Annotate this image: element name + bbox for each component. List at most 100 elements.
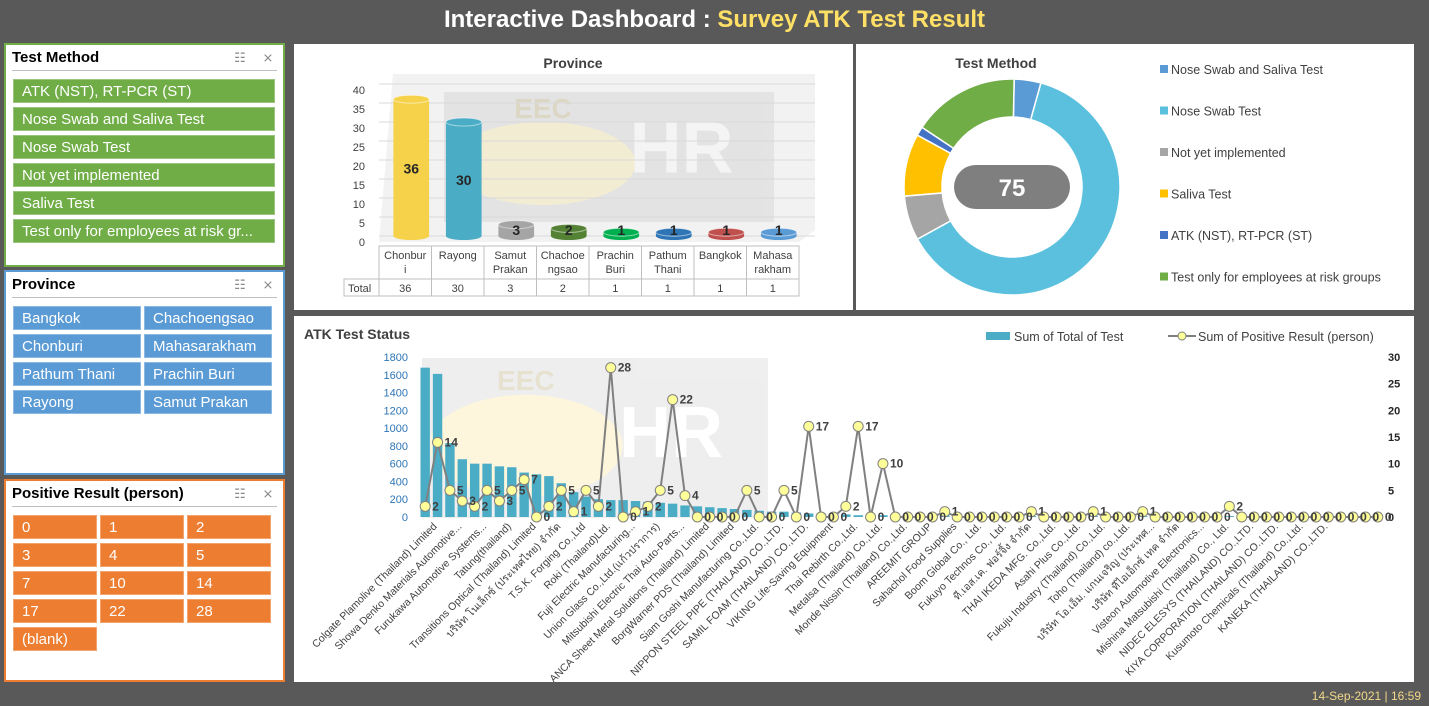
slicer-item[interactable]: Saliva Test [13,191,275,215]
positive-point-label: 0 [1125,510,1132,524]
positive-point-label: 0 [1063,510,1070,524]
legend-swatch [1160,272,1168,281]
slicer-item[interactable]: 4 [100,543,184,567]
watermark-globe [450,121,636,206]
slicer-item[interactable]: 2 [187,515,271,539]
atk-bar [667,503,678,517]
table-value: 36 [399,283,411,295]
slicer-item[interactable]: 22 [100,599,184,623]
province-bar-top [655,227,693,237]
positive-point [432,436,444,448]
province-chart: Province EEC HR 0 5 10 15 20 25 30 35 40 36 30 3 2 1 1 1 1 T… [343,55,815,297]
atk-status-chart: ATK Test Status Sum of Total of Test Sum o… [304,326,1400,685]
positive-point-label: 0 [544,510,551,524]
slicer-item[interactable]: Nose Swab Test [13,135,275,159]
positive-point-label: 3 [506,494,513,508]
positive-point [654,484,666,496]
y-left-tick-label: 200 [390,494,408,506]
slicer-item[interactable]: 1 [100,515,184,539]
multi-select-icon[interactable]: ☷ [234,485,246,501]
slicer-item[interactable]: (blank) [13,627,97,651]
province-bar-value-label: 30 [456,172,472,188]
multi-select-icon[interactable]: ☷ [234,276,246,292]
province-bar-base [550,232,587,240]
slicer-item[interactable]: 0 [13,515,97,539]
center-badge [954,165,1070,209]
positive-point-label: 0 [1026,510,1033,524]
positive-point [1174,511,1186,523]
province-bar-value-label: 1 [617,222,625,238]
legend-label: Nose Swab Test [1171,105,1262,119]
legend-label: Not yet implemented [1171,146,1286,160]
slicer-item[interactable]: 7 [13,571,97,595]
clear-filter-icon[interactable]: ⨯ [262,485,274,501]
slicer-item[interactable]: 3 [13,543,97,567]
positive-point [1211,511,1223,523]
slicer-item[interactable]: ATK (NST), RT-PCR (ST) [13,79,275,103]
positive-point [803,420,815,432]
positive-point-label: 0 [902,510,909,524]
x-tick-label: Thani [654,264,682,276]
positive-point [1161,511,1173,523]
y-left-tick-label: 1600 [384,370,408,382]
positive-point-label: 0 [828,510,835,524]
multi-select-icon[interactable]: ☷ [234,49,246,65]
watermark-line1: EEC [497,365,555,396]
slicer-item[interactable]: Chonburi [13,334,141,358]
y-left-tick-label: 1400 [384,388,408,400]
legend-label: Sum of Total of Test [1014,330,1124,344]
positive-point [889,511,901,523]
positive-point-label: 0 [939,510,946,524]
slicer-item[interactable]: Chachoengsao [144,306,272,330]
positive-point [555,484,567,496]
positive-point [444,484,456,496]
slicer-item[interactable]: 10 [100,571,184,595]
dashboard-subtitle: Survey ATK Test Result [717,6,986,33]
slicer-item[interactable]: Pathum Thani [13,362,141,386]
positive-point [617,511,629,523]
positive-point [988,511,1000,523]
slicer-item[interactable]: Nose Swab and Saliva Test [13,107,275,131]
positive-point-label: 0 [1273,510,1280,524]
slicer-item[interactable]: 14 [187,571,271,595]
slicer-item[interactable]: 5 [187,543,271,567]
positive-point-label: 0 [927,510,934,524]
test-method-slice [916,82,1121,296]
positive-point [926,511,938,523]
y-left-tick-label: 1200 [384,405,408,417]
positive-point-label: 0 [878,510,885,524]
atk-bar [581,496,591,517]
slicer-item[interactable]: Mahasarakham [144,334,272,358]
slicer-item[interactable]: Prachin Buri [144,362,272,386]
y-tick-label: 0 [359,237,365,249]
slicer-item[interactable]: Test only for employees at risk gr... [13,219,275,243]
positive-point-label: 0 [803,510,810,524]
province-bar-top [760,227,798,237]
positive-point [1322,511,1334,523]
clear-filter-icon[interactable]: ⨯ [262,276,274,292]
y-left-tick-label: 800 [390,441,408,453]
positive-point [852,420,864,432]
slicer-item[interactable]: Bangkok [13,306,141,330]
positive-point [481,484,493,496]
slicer-item[interactable]: Samut Prakan [144,390,272,414]
positive-point-label: 0 [989,510,996,524]
slicer-item[interactable]: 28 [187,599,271,623]
positive-point-label: 0 [1286,510,1293,524]
x-tick-label: Chachoe [541,250,585,262]
positive-point [1063,511,1075,523]
slicer-item[interactable]: Not yet implemented [13,163,275,187]
positive-point-label: 5 [494,483,501,497]
test-method-chart-title: Test Method [955,55,1036,71]
slicer-item[interactable]: 17 [13,599,97,623]
positive-point-label: 0 [1249,510,1256,524]
x-tick-label: Samut [494,250,526,262]
x-tick-label: Prachin [597,250,634,262]
y-right-tick-label: 10 [1388,459,1400,471]
x-tick-label: Mahasa [753,250,793,262]
clear-filter-icon[interactable]: ⨯ [262,49,274,65]
table-value: 1 [665,283,671,295]
positive-point-label: 28 [618,361,632,375]
positive-point-label: 0 [1212,510,1219,524]
slicer-item[interactable]: Rayong [13,390,141,414]
